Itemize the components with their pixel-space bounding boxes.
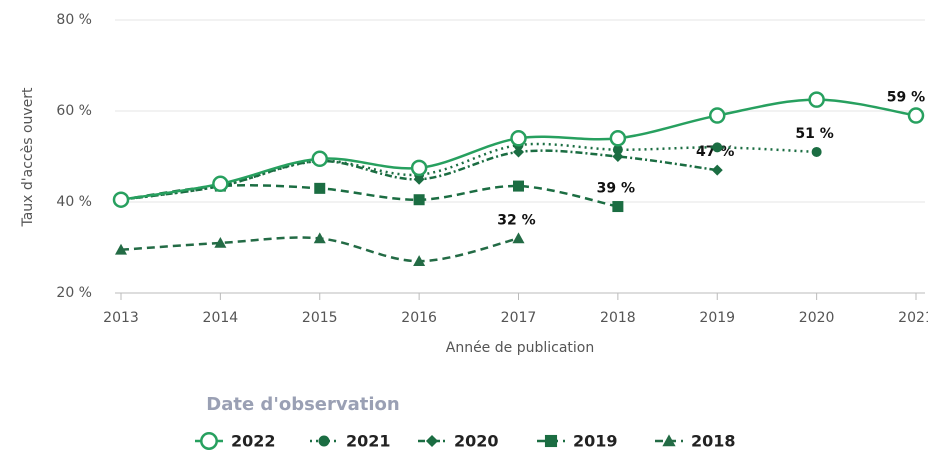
marker xyxy=(512,232,525,244)
marker xyxy=(811,146,822,157)
legend-item: 2018 xyxy=(655,432,736,451)
legend-label: 2020 xyxy=(454,432,499,451)
y-tick-label: 60 % xyxy=(56,103,92,119)
marker xyxy=(115,243,127,255)
data-label: 51 % xyxy=(795,126,833,142)
marker xyxy=(314,182,326,194)
legend-marker xyxy=(662,434,676,447)
marker xyxy=(212,175,229,193)
marker xyxy=(413,194,425,206)
marker xyxy=(712,142,723,153)
marker xyxy=(410,159,428,177)
x-tick-label: 2019 xyxy=(699,310,735,326)
marker xyxy=(711,164,723,176)
x-tick-label: 2016 xyxy=(401,310,437,326)
y-axis-label: Taux d'accès ouvert xyxy=(20,87,36,228)
legend-label: 2019 xyxy=(573,432,618,451)
x-tick-label: 2017 xyxy=(501,310,537,326)
marker xyxy=(214,236,227,248)
marker xyxy=(612,144,623,155)
x-tick-label: 2013 xyxy=(103,310,139,326)
legend-marker xyxy=(200,432,218,450)
legend-label: 2018 xyxy=(691,432,736,451)
y-tick-label: 40 % xyxy=(56,194,92,210)
marker xyxy=(808,91,825,108)
y-tick-label: 20 % xyxy=(56,285,92,301)
x-tick-label: 2021 xyxy=(898,310,928,326)
marker xyxy=(311,150,328,168)
legend-item: 2020 xyxy=(418,432,499,451)
legend-item: 2022 xyxy=(195,432,276,451)
legend-item: 2019 xyxy=(537,432,618,451)
x-tick-label: 2014 xyxy=(203,310,239,326)
marker xyxy=(313,232,326,244)
marker xyxy=(612,201,624,213)
x-tick-label: 2020 xyxy=(799,310,835,326)
data-label: 32 % xyxy=(497,212,535,228)
marker xyxy=(907,107,925,124)
data-label: 39 % xyxy=(597,181,635,197)
legend-marker xyxy=(544,434,558,448)
x-tick-label: 2018 xyxy=(600,310,636,326)
x-axis-label: Année de publication xyxy=(446,340,594,356)
legend-title: Date d'observation xyxy=(206,394,399,415)
line xyxy=(120,184,619,208)
legend-marker xyxy=(318,435,330,447)
legend-label: 2021 xyxy=(346,432,391,451)
marker xyxy=(609,130,627,147)
x-tick-label: 2015 xyxy=(302,310,338,326)
legend-item: 2021 xyxy=(310,432,391,451)
marker xyxy=(513,180,524,192)
marker xyxy=(112,191,130,208)
legend-label: 2022 xyxy=(231,432,276,451)
y-tick-label: 80 % xyxy=(56,12,92,28)
marker xyxy=(413,255,426,266)
marker xyxy=(510,130,527,147)
legend-marker xyxy=(425,434,439,448)
data-label: 59 % xyxy=(887,90,925,106)
marker xyxy=(709,107,726,124)
